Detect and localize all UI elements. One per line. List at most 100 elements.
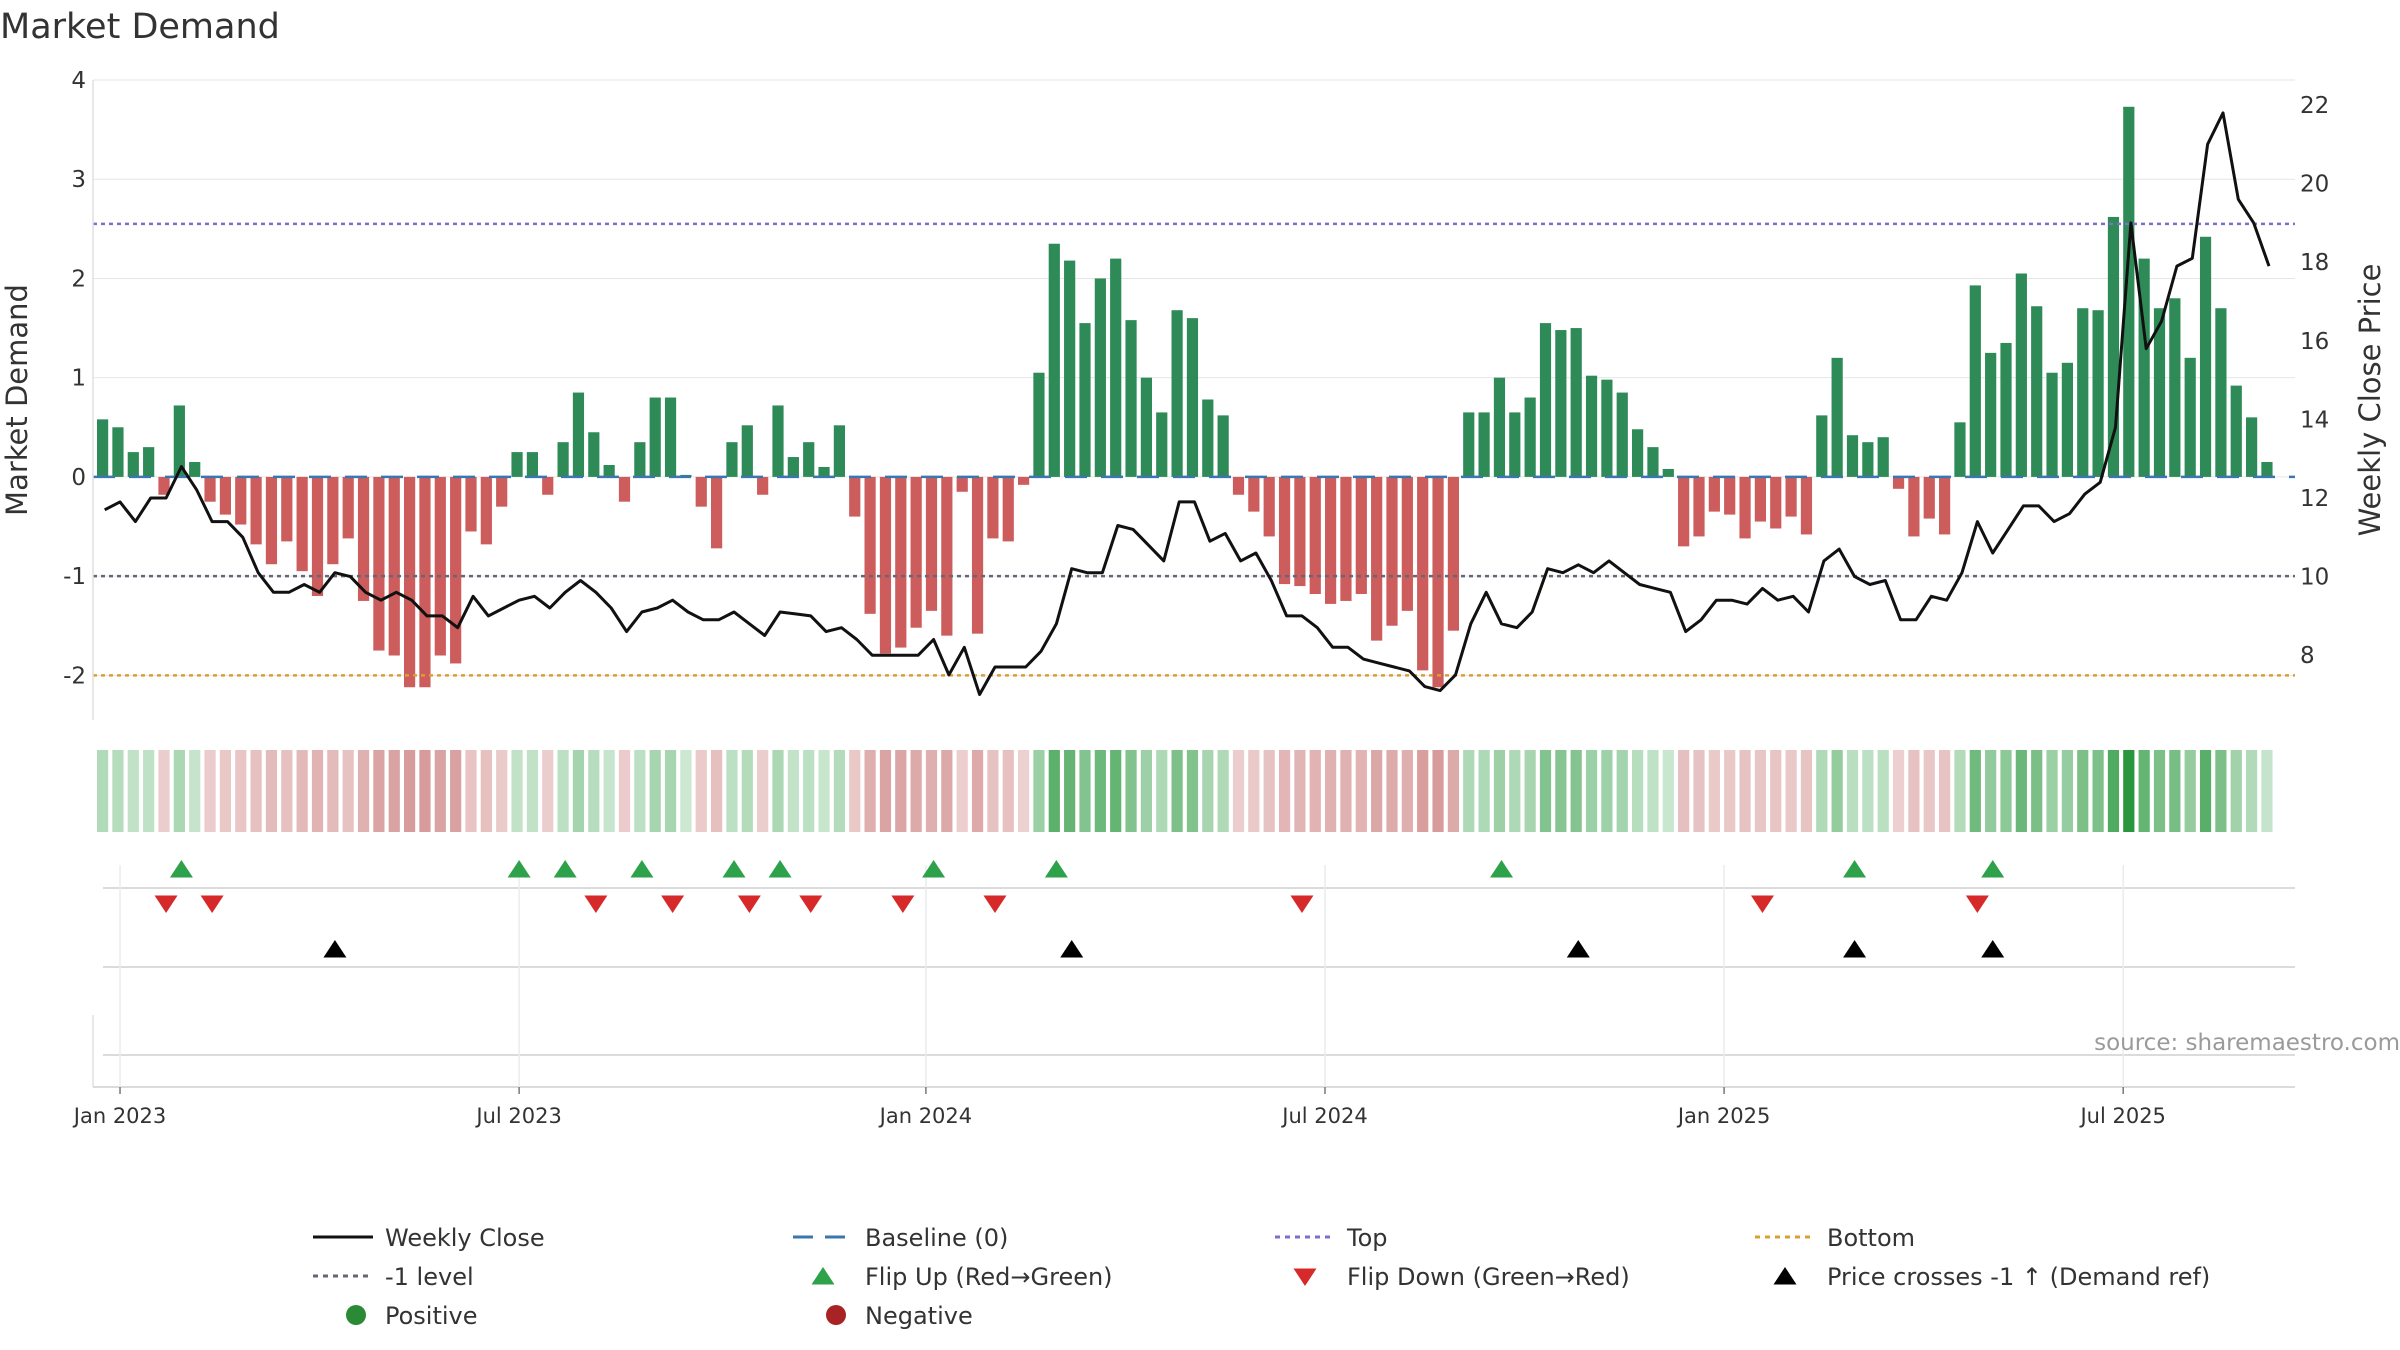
y2-tick-label: 10 xyxy=(2300,565,2329,591)
demand-bar xyxy=(419,476,431,688)
y2-tick-label: 18 xyxy=(2300,250,2329,276)
heat-cell xyxy=(1770,750,1782,832)
heat-cell xyxy=(127,750,139,832)
demand-bar xyxy=(2107,216,2120,477)
demand-bar xyxy=(480,476,492,545)
heat-cell xyxy=(1325,750,1337,832)
heat-cell xyxy=(849,750,861,832)
heat-cell xyxy=(1064,750,1076,832)
demand-bar xyxy=(465,476,477,532)
heat-cell xyxy=(112,750,124,832)
heat-cell xyxy=(2092,750,2104,832)
price-cross-marker xyxy=(1060,940,1084,958)
demand-bar xyxy=(1248,476,1260,512)
demand-bar xyxy=(2169,298,2181,477)
demand-bar xyxy=(1770,476,1782,529)
heat-cell xyxy=(941,750,953,832)
heat-cell xyxy=(557,750,569,832)
heat-cell xyxy=(511,750,523,832)
demand-bar xyxy=(511,452,523,477)
demand-bar xyxy=(2215,308,2227,477)
demand-bar xyxy=(1616,392,1628,477)
heat-cell xyxy=(1892,750,1905,832)
legend-label: Bottom xyxy=(1827,1224,1915,1252)
demand-bar xyxy=(2000,342,2012,477)
heat-cell xyxy=(1094,750,1106,832)
flip-down-markers xyxy=(154,895,1989,913)
date-tick-label: Jan 2025 xyxy=(1676,1104,1771,1128)
demand-bar xyxy=(772,405,784,477)
flip-up-markers xyxy=(169,860,2005,878)
price-cross-marker xyxy=(1843,940,1867,958)
demand-bar xyxy=(1432,476,1444,688)
heat-cell xyxy=(219,750,231,832)
y2-tick-label: 12 xyxy=(2300,486,2329,512)
demand-bar xyxy=(112,427,124,477)
heat-cell xyxy=(1862,750,1874,832)
legend-label: Flip Up (Red→Green) xyxy=(865,1263,1113,1291)
demand-bar xyxy=(2061,362,2073,477)
heat-cell xyxy=(588,750,600,832)
y-tick-label: -1 xyxy=(63,564,86,590)
demand-bar xyxy=(603,464,615,477)
heat-cell xyxy=(1125,750,1137,832)
demand-bar xyxy=(1478,412,1490,477)
heat-cell xyxy=(404,750,416,832)
heat-cell xyxy=(465,750,477,832)
y-tick-label: 1 xyxy=(71,366,86,392)
y-tick-label: -2 xyxy=(63,663,86,689)
demand-bar xyxy=(1186,318,1199,477)
legend-triangle-up-swatch xyxy=(1773,1267,1797,1285)
heat-cell xyxy=(1816,750,1828,832)
heat-cell xyxy=(1785,750,1797,832)
flip-down-marker xyxy=(200,895,224,913)
demand-bar xyxy=(1816,415,1828,477)
demand-bar xyxy=(1647,447,1659,477)
demand-bar xyxy=(1140,377,1152,477)
demand-bar xyxy=(925,476,938,611)
heat-cell xyxy=(327,750,339,832)
heat-cell xyxy=(1570,750,1582,832)
demand-bar xyxy=(634,442,646,477)
heat-cell xyxy=(2261,750,2273,832)
demand-bar xyxy=(1662,468,1674,477)
demand-bar xyxy=(741,425,753,477)
demand-bar xyxy=(526,452,538,477)
demand-bar xyxy=(281,476,293,542)
flip-up-marker xyxy=(169,860,193,878)
demand-bar xyxy=(1754,476,1766,522)
chart-title: Market Demand xyxy=(0,7,280,47)
heat-cell xyxy=(2077,750,2089,832)
y2-tick-label: 8 xyxy=(2300,643,2315,669)
heat-cell xyxy=(235,750,247,832)
legend-label: Positive xyxy=(385,1302,478,1330)
flip-up-marker xyxy=(1044,860,1068,878)
demand-bar xyxy=(1064,260,1076,477)
legend-label: -1 level xyxy=(385,1263,474,1291)
demand-bar xyxy=(2246,417,2258,477)
reference-levels xyxy=(93,222,2295,677)
demand-bar xyxy=(803,442,815,477)
demand-bar xyxy=(296,476,308,572)
heat-cell xyxy=(2246,750,2258,832)
heat-cell xyxy=(649,750,661,832)
demand-bar xyxy=(1417,476,1429,671)
heat-cell xyxy=(1493,750,1506,832)
demand-bar xyxy=(1831,357,1843,477)
demand-bar xyxy=(542,476,554,495)
heat-cell xyxy=(1555,750,1567,832)
heat-cell xyxy=(987,750,999,832)
heat-cell xyxy=(1156,750,1168,832)
demand-bar xyxy=(434,476,446,656)
heat-cell xyxy=(1908,750,1920,832)
flip-up-marker xyxy=(630,860,654,878)
demand-bar xyxy=(1800,476,1813,535)
date-tick-label: Jul 2025 xyxy=(2078,1104,2165,1128)
heat-cell xyxy=(311,750,324,832)
demand-bar xyxy=(1985,352,1997,477)
demand-bar xyxy=(588,432,600,477)
demand-bar xyxy=(143,447,155,477)
heat-cell xyxy=(281,750,293,832)
legend-label: Baseline (0) xyxy=(865,1224,1008,1252)
